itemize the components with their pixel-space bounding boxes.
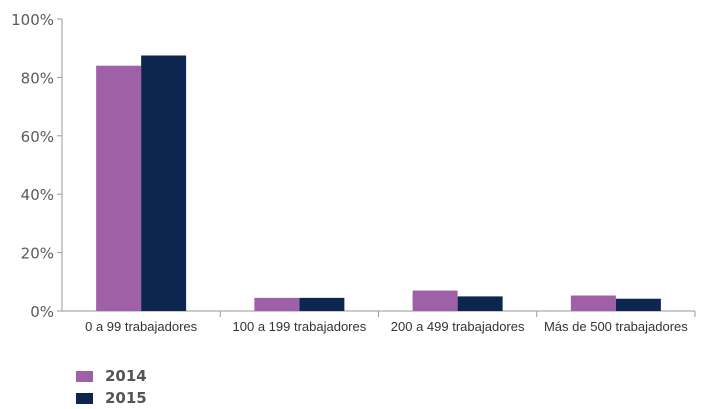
- bar-2015: [615, 298, 661, 311]
- y-tick-label: 40%: [21, 186, 54, 204]
- y-tick-label: 60%: [21, 128, 54, 146]
- bar-2014: [96, 65, 142, 311]
- legend-item-2015: 2015: [76, 387, 147, 409]
- legend-item-2014: 2014: [76, 365, 147, 387]
- y-tick-label: 0%: [30, 303, 54, 321]
- x-tick-label: Más de 500 trabajadores: [544, 319, 688, 334]
- legend-label-2014: 2014: [105, 367, 147, 385]
- bar-2014: [570, 295, 616, 311]
- bars: [96, 55, 661, 311]
- bar-2015: [299, 297, 345, 311]
- x-tick-label: 100 a 199 trabajadores: [233, 319, 367, 334]
- bar-2014: [254, 297, 300, 311]
- legend: 2014 2015: [76, 365, 147, 409]
- x-tick-label: 200 a 499 trabajadores: [391, 319, 525, 334]
- x-tick-label: 0 a 99 trabajadores: [85, 319, 198, 334]
- bar-2015: [141, 55, 187, 311]
- y-tick-label: 100%: [11, 11, 54, 29]
- bar-2015: [457, 296, 503, 311]
- y-tick-label: 80%: [21, 69, 54, 87]
- legend-swatch-2014: [76, 370, 93, 382]
- y-axis: 0% 20% 40% 60% 80% 100%: [11, 11, 63, 321]
- y-tick-label: 20%: [21, 245, 54, 263]
- legend-swatch-2015: [76, 392, 93, 404]
- legend-label-2015: 2015: [105, 389, 147, 407]
- bar-2014: [412, 290, 458, 311]
- x-axis: 0 a 99 trabajadores 100 a 199 trabajadore…: [62, 310, 696, 334]
